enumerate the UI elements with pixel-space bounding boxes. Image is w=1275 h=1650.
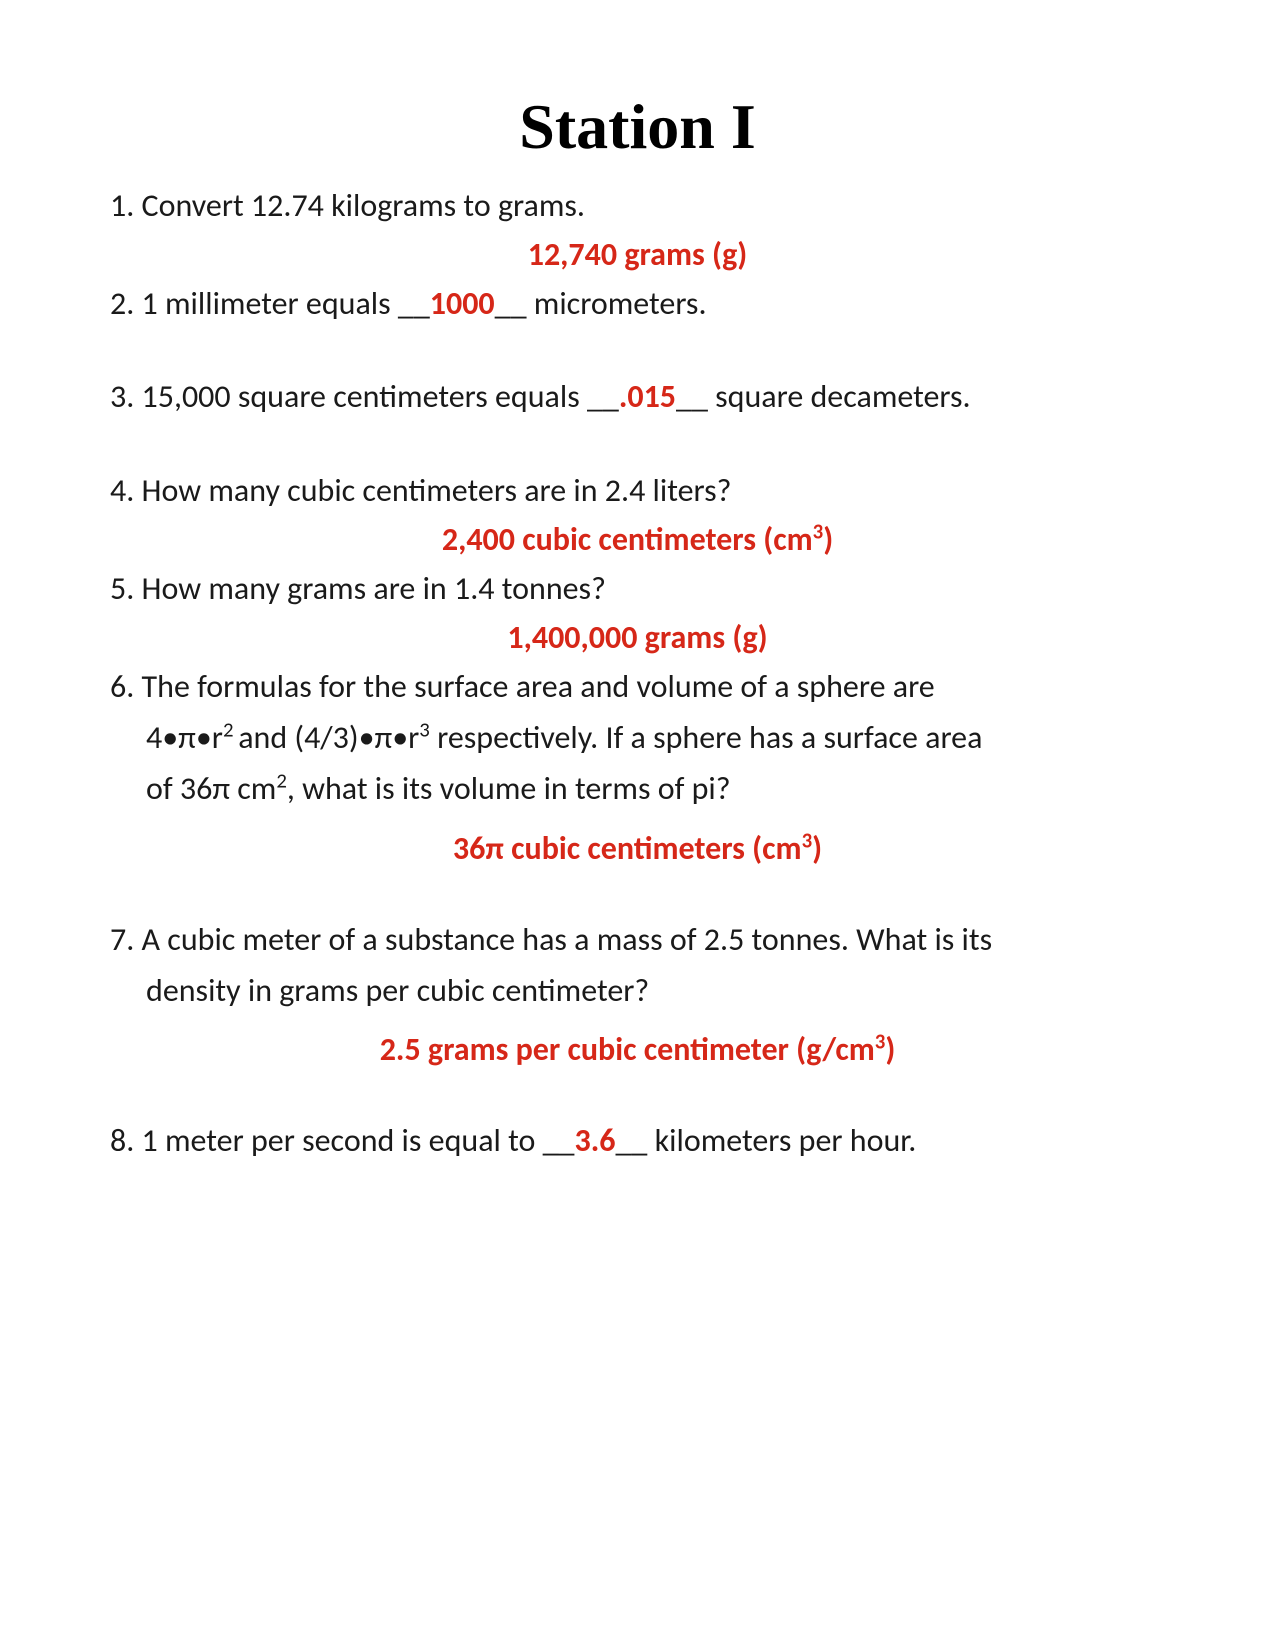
question-8: 8. 1 meter per second is equal to __3.6_…	[110, 1119, 1165, 1162]
question-7-line1: 7. A cubic meter of a substance has a ma…	[110, 918, 1165, 961]
q6-l2p2: and (4/3)•π•r	[238, 718, 419, 757]
q2-before: 1 millimeter equals __	[142, 284, 430, 323]
spacer	[110, 427, 1165, 469]
q8-blank: 3.6	[574, 1121, 615, 1160]
q6-l3p2: , what is its volume in terms of pi?	[287, 769, 731, 808]
q5-text: How many grams are in 1.4 tonnes?	[142, 569, 606, 608]
page-title: Station I	[110, 90, 1165, 164]
a6-sup: 3	[802, 827, 813, 853]
answer-7: 2.5 grams per cubic centimeter (g/cm3)	[110, 1030, 1165, 1069]
a7-prefix: 2.5 grams per cubic centimeter (g/cm	[380, 1030, 875, 1069]
question-2: 2. 1 millimeter equals __1000__ micromet…	[110, 282, 1165, 325]
q8-before: 1 meter per second is equal to __	[142, 1121, 575, 1160]
question-6-line3: of 36π cm2, what is its volume in terms …	[110, 767, 1165, 810]
q6-l2s2: 3	[419, 716, 430, 742]
question-1: 1. Convert 12.74 kilograms to grams.	[110, 184, 1165, 227]
spacer	[110, 333, 1165, 375]
q6-l3s: 2	[276, 768, 287, 794]
a6-suffix: )	[812, 829, 822, 868]
q6-l2p1: 4•π•r	[146, 718, 223, 757]
q7-number: 7.	[110, 920, 134, 959]
answer-6: 36π cubic centimeters (cm3)	[110, 829, 1165, 868]
q8-number: 8.	[110, 1121, 134, 1160]
q6-l3p1: of 36π cm	[146, 769, 276, 808]
q5-number: 5.	[110, 569, 134, 608]
q7-l1: A cubic meter of a substance has a mass …	[142, 920, 993, 959]
question-4: 4. How many cubic centimeters are in 2.4…	[110, 469, 1165, 512]
q3-after: __ square decameters.	[676, 377, 971, 416]
spacer	[110, 876, 1165, 918]
spacer	[110, 1077, 1165, 1119]
a4-sup: 3	[813, 518, 824, 544]
q1-number: 1.	[110, 186, 134, 225]
a4-prefix: 2,400 cubic centimeters (cm	[442, 520, 813, 559]
q6-l2p3: respectively. If a sphere has a surface …	[430, 718, 983, 757]
q6-l1: The formulas for the surface area and vo…	[142, 667, 935, 706]
question-5: 5. How many grams are in 1.4 tonnes?	[110, 567, 1165, 610]
q6-l2s1: 2	[223, 716, 238, 742]
q3-before: 15,000 square centimeters equals __	[142, 377, 619, 416]
q4-text: How many cubic centimeters are in 2.4 li…	[142, 471, 732, 510]
a6-prefix: 36π cubic centimeters (cm	[453, 829, 802, 868]
question-3: 3. 15,000 square centimeters equals __.0…	[110, 375, 1165, 418]
spacer	[110, 1020, 1165, 1030]
spacer	[110, 819, 1165, 829]
a7-sup: 3	[875, 1028, 886, 1054]
q3-blank: .015	[619, 377, 676, 416]
answer-1: 12,740 grams (g)	[110, 235, 1165, 274]
q2-after: __ micrometers.	[495, 284, 707, 323]
a7-suffix: )	[885, 1030, 895, 1069]
question-6-line1: 6. The formulas for the surface area and…	[110, 665, 1165, 708]
q7-l2: density in grams per cubic centimeter?	[146, 971, 649, 1010]
answer-5: 1,400,000 grams (g)	[110, 618, 1165, 657]
question-6-line2: 4•π•r2 and (4/3)•π•r3 respectively. If a…	[110, 716, 1165, 759]
question-7-line2: density in grams per cubic centimeter?	[110, 969, 1165, 1012]
q4-number: 4.	[110, 471, 134, 510]
q2-number: 2.	[110, 284, 134, 323]
q2-blank: 1000	[430, 284, 495, 323]
q8-after: __ kilometers per hour.	[615, 1121, 916, 1160]
q3-number: 3.	[110, 377, 134, 416]
answer-4: 2,400 cubic centimeters (cm3)	[110, 520, 1165, 559]
a4-suffix: )	[823, 520, 833, 559]
q6-number: 6.	[110, 667, 134, 706]
q1-text: Convert 12.74 kilograms to grams.	[142, 186, 585, 225]
